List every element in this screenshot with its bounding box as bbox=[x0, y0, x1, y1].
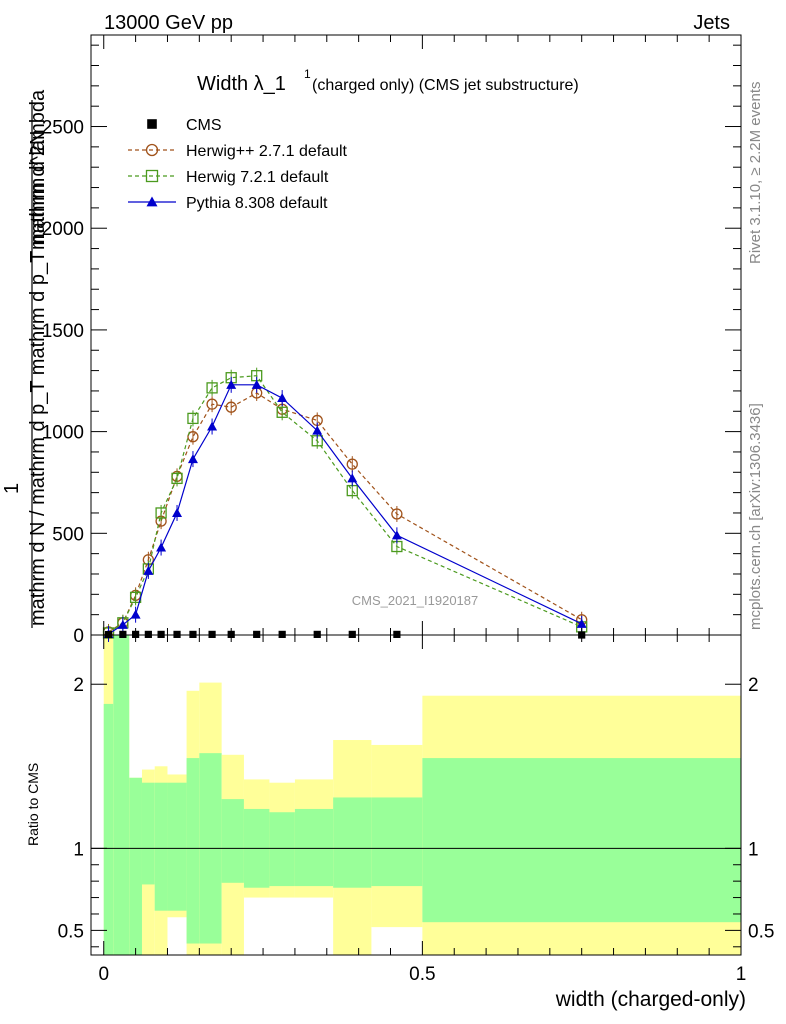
ratio-band-inner bbox=[333, 797, 372, 888]
ratio-y-tick-label: 1 bbox=[73, 839, 84, 860]
analysis-id: CMS_2021_I1920187 bbox=[352, 593, 479, 608]
data-point bbox=[253, 630, 261, 638]
ratio-band-inner bbox=[294, 808, 334, 887]
legend-marker bbox=[145, 169, 159, 183]
data-point bbox=[346, 458, 358, 470]
series-line-3 bbox=[108, 384, 582, 635]
ratio-band-inner bbox=[186, 758, 200, 944]
ratio-band-inner bbox=[154, 782, 168, 911]
ratio-band-inner bbox=[422, 758, 741, 923]
data-point bbox=[225, 401, 237, 413]
ratio-y-tick-label-right: 2 bbox=[748, 675, 759, 696]
ratio-band-inner bbox=[141, 782, 155, 885]
data-point bbox=[348, 630, 356, 638]
header-energy: 13000 GeV pp bbox=[104, 12, 233, 34]
ratio-band-inner bbox=[103, 703, 114, 955]
data-point bbox=[391, 508, 403, 520]
data-point bbox=[313, 630, 321, 638]
ratio-y-tick-label-right: 0.5 bbox=[748, 921, 774, 942]
y-tick-label: 1000 bbox=[42, 423, 84, 444]
data-point bbox=[130, 609, 141, 619]
ratio-y-tick-label-right: 1 bbox=[748, 839, 759, 860]
title-main: Width λ_1 bbox=[197, 73, 286, 95]
data-point bbox=[206, 382, 218, 394]
legend-label: Herwig++ 2.7.1 default bbox=[186, 143, 348, 160]
ratio-band-inner bbox=[221, 799, 244, 883]
ylabel-bottom: mathrm d N / mathrm d p_T mathrm d p_T m… bbox=[27, 89, 49, 626]
data-point bbox=[276, 406, 288, 418]
ylabel-top: 1 bbox=[1, 483, 23, 494]
legend-marker bbox=[146, 196, 158, 207]
data-point bbox=[278, 630, 286, 638]
rivet-label: Rivet 3.1.10, ≥ 2.2M events bbox=[747, 82, 764, 265]
y-tick-label: 500 bbox=[52, 524, 84, 545]
ratio-band-inner bbox=[371, 797, 423, 887]
data-point bbox=[157, 630, 165, 638]
ratio-band-inner bbox=[167, 782, 187, 911]
ratio-bands bbox=[91, 635, 741, 955]
data-point bbox=[206, 398, 218, 410]
data-point bbox=[155, 507, 167, 519]
legend-marker bbox=[147, 119, 157, 129]
data-point bbox=[576, 618, 587, 628]
data-point bbox=[143, 565, 154, 575]
data-point bbox=[187, 412, 199, 425]
main-series bbox=[102, 367, 588, 642]
data-point bbox=[251, 379, 262, 389]
legend-label: Pythia 8.308 default bbox=[186, 195, 328, 212]
y-tick-label: 1500 bbox=[42, 321, 84, 342]
data-point bbox=[391, 530, 402, 540]
legend-marker bbox=[145, 143, 159, 157]
ratio-band-inner bbox=[113, 635, 130, 955]
data-point bbox=[277, 393, 288, 403]
data-point bbox=[117, 619, 128, 629]
data-point bbox=[173, 630, 181, 638]
ratio-y-tick-label: 2 bbox=[73, 675, 84, 696]
ratio-ylabel: Ratio to CMS bbox=[25, 763, 41, 846]
data-point bbox=[156, 542, 167, 552]
header-process: Jets bbox=[693, 12, 730, 34]
x-axis-label: width (charged-only) bbox=[555, 988, 746, 1011]
data-point bbox=[207, 421, 218, 431]
x-tick-label: 0 bbox=[98, 964, 109, 985]
data-point bbox=[172, 507, 183, 517]
mcplots-label: mcplots.cern.ch [arXiv:1306.3436] bbox=[747, 403, 764, 630]
y-tick-label: 2500 bbox=[42, 118, 84, 139]
y-tick-label: 2000 bbox=[42, 219, 84, 240]
title-superscript: 1 bbox=[304, 67, 311, 81]
data-point bbox=[393, 630, 401, 638]
data-point bbox=[144, 630, 152, 638]
y-tick-label: 0 bbox=[73, 626, 84, 647]
data-point bbox=[208, 630, 216, 638]
chart-title: Width λ_1 1 (charged only) (CMS jet subs… bbox=[197, 67, 579, 95]
series-line-2 bbox=[108, 375, 582, 634]
data-point bbox=[171, 472, 183, 485]
data-point bbox=[187, 454, 198, 464]
ratio-frame bbox=[90, 634, 742, 956]
data-point bbox=[187, 431, 199, 443]
data-point bbox=[347, 473, 358, 483]
x-tick-label: 1 bbox=[736, 964, 747, 985]
x-tick-label: 0.5 bbox=[409, 964, 435, 985]
legend: CMS Herwig++ 2.7.1 default Herwig 7.2.1 de… bbox=[128, 117, 348, 212]
title-subtitle: (charged only) (CMS jet substructure) bbox=[312, 77, 579, 94]
data-point bbox=[189, 630, 197, 638]
axes: 0 0.5 1 0 500 1000 1500 2000 2500 0.5 0.5 1 1 2 2 bbox=[42, 34, 774, 985]
legend-label: CMS bbox=[186, 117, 222, 134]
ratio-band-inner bbox=[269, 812, 295, 887]
legend-label: Herwig 7.2.1 default bbox=[186, 169, 329, 186]
data-point bbox=[312, 425, 323, 435]
data-point bbox=[119, 630, 127, 638]
ratio-band-inner bbox=[129, 777, 142, 955]
data-point bbox=[226, 379, 237, 389]
ratio-y-tick-label: 0.5 bbox=[58, 921, 84, 942]
